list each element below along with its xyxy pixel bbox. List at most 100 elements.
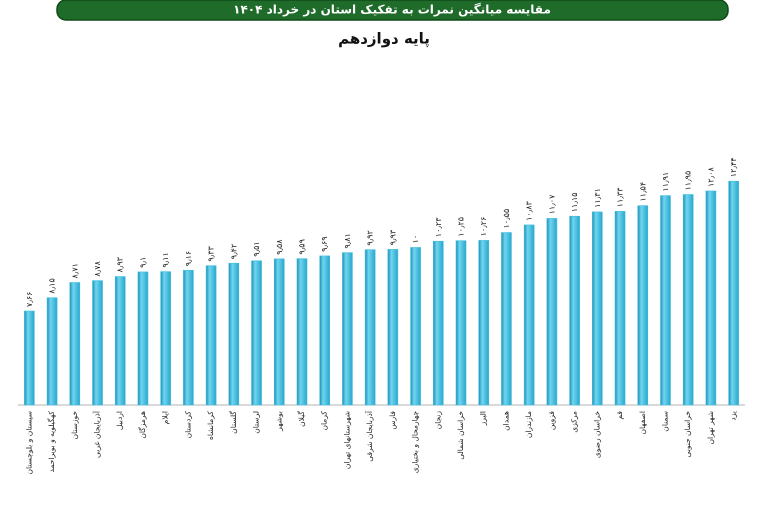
value-label: ۸٫۷۸ xyxy=(93,260,102,276)
bar xyxy=(114,276,126,406)
chart-subtitle: پایه دوازدهم xyxy=(338,30,430,49)
x-tick-label: زنجان xyxy=(433,411,442,430)
x-tick-label: کردستان xyxy=(183,411,192,439)
x-tick-label: چهارمحال و بختیاری xyxy=(411,411,420,474)
x-tick-label: اصفهان xyxy=(638,411,647,435)
bar xyxy=(682,194,694,406)
value-label: ۹٫۵۱ xyxy=(252,241,261,257)
value-label: ۹٫۱ xyxy=(138,257,147,268)
bar xyxy=(592,211,603,406)
bar xyxy=(637,205,649,406)
x-tick-label: لرستان xyxy=(252,411,261,434)
value-label: ۹٫۳۳ xyxy=(207,245,216,261)
bar xyxy=(251,260,262,406)
bar xyxy=(342,252,353,406)
x-tick-label: آذربایجان غربی xyxy=(92,410,102,458)
bar xyxy=(569,215,580,406)
plot-area: ۷٫۶۶ سیستان و بلوچستان ۸٫۱۵ کهگیلویه و بویر… xyxy=(18,157,745,475)
value-label: ۱۰٫۲۳ xyxy=(434,217,443,237)
value-label: ۱۰٫۸۳ xyxy=(525,200,534,220)
bar xyxy=(69,282,81,406)
bar xyxy=(92,280,103,406)
x-tick-label: بوشهر xyxy=(274,411,283,432)
value-label: ۱۰ xyxy=(411,235,420,244)
x-tick-label: خراسان رضوی xyxy=(592,411,601,458)
bar xyxy=(205,265,217,406)
value-label: ۷٫۶۶ xyxy=(25,292,34,308)
bar xyxy=(160,271,171,406)
value-label: ۹٫۵۸ xyxy=(275,239,284,255)
value-label: ۱۱٫۹۱ xyxy=(661,172,670,192)
bar xyxy=(24,310,35,406)
bar xyxy=(410,247,421,406)
value-label: ۹٫۹۲ xyxy=(366,230,375,246)
value-label: ۱۰٫۲۶ xyxy=(479,217,488,237)
x-tick-label: قم xyxy=(615,411,624,420)
bar xyxy=(501,232,512,406)
x-tick-label: سمنان xyxy=(660,411,669,432)
x-tick-label: مرکزی xyxy=(570,411,579,433)
bar xyxy=(455,240,467,406)
x-tick-label: همدان xyxy=(501,411,510,431)
x-tick-label: گلستان xyxy=(229,411,238,434)
bar xyxy=(614,211,626,406)
x-tick-label: مازندران xyxy=(524,411,533,438)
bar xyxy=(319,255,331,406)
value-label: ۹٫۴۲ xyxy=(229,244,238,260)
x-tick-label: یزد xyxy=(729,411,738,421)
bar xyxy=(705,190,717,406)
x-tick-label: گیلان xyxy=(297,411,306,427)
value-label: ۱۲٫۰۸ xyxy=(706,166,715,186)
x-tick-label: البرز xyxy=(479,411,488,426)
x-tick-label: خراسان جنوبی xyxy=(683,411,692,458)
bar xyxy=(387,249,399,406)
bar xyxy=(364,249,376,406)
bar xyxy=(46,297,58,406)
x-tick-label: کهگیلویه و بویراحمد xyxy=(47,411,56,473)
value-label: ۱۰٫۲۵ xyxy=(457,217,466,237)
x-tick-label: قزوین xyxy=(547,411,556,431)
value-label: ۱۱٫۰۷ xyxy=(547,194,556,214)
x-tick-label: خراسان شمالی xyxy=(456,411,465,460)
x-tick-label: ایلام xyxy=(161,411,170,424)
x-tick-label: آذربایجان شرقی xyxy=(364,410,374,462)
bar xyxy=(478,240,490,406)
bar xyxy=(523,224,535,406)
bar xyxy=(228,262,240,406)
value-label: ۸٫۹۳ xyxy=(116,256,125,272)
x-tick-label: فارس xyxy=(388,411,397,430)
title-banner xyxy=(56,0,729,21)
value-label: ۱۱٫۳۳ xyxy=(616,187,625,207)
x-tick-label: هرمزگان xyxy=(138,411,147,439)
value-label: ۹٫۶۹ xyxy=(320,236,329,252)
value-label: ۸٫۷۱ xyxy=(70,263,79,279)
value-label: ۱۲٫۴۴ xyxy=(729,157,738,177)
value-label: ۹٫۵۹ xyxy=(297,239,306,255)
value-label: ۹٫۹۳ xyxy=(388,229,397,245)
value-label: ۱۱٫۵۴ xyxy=(638,182,647,202)
value-label: ۱۱٫۳۱ xyxy=(593,188,602,208)
value-label: ۸٫۱۵ xyxy=(48,278,57,294)
value-label: ۹٫۱۶ xyxy=(184,251,193,267)
value-label: ۱۱٫۹۵ xyxy=(684,171,693,191)
value-label: ۹٫۸۱ xyxy=(343,233,352,249)
x-tick-label: کرمان xyxy=(320,411,329,431)
x-tick-label: اردبیل xyxy=(115,411,124,430)
bar xyxy=(183,269,194,406)
x-tick-label: شهرستانهای تهران xyxy=(342,411,351,469)
bar xyxy=(273,258,285,406)
chart-title: مقایسه میانگین نمرات به تفکیک استان در خ… xyxy=(233,3,551,17)
x-tick-label: سیستان و بلوچستان xyxy=(24,411,33,475)
bar xyxy=(296,258,308,406)
bar xyxy=(660,195,671,406)
value-label: ۹٫۱۱ xyxy=(161,252,170,268)
x-tick-label: شهر تهران xyxy=(706,411,715,445)
value-label: ۱۱٫۱۵ xyxy=(570,192,579,212)
x-tick-label: کرمانشاه xyxy=(206,411,215,440)
bar xyxy=(137,271,149,406)
bar xyxy=(432,240,444,406)
x-tick-label: خوزستان xyxy=(70,411,79,440)
bar xyxy=(728,180,739,406)
